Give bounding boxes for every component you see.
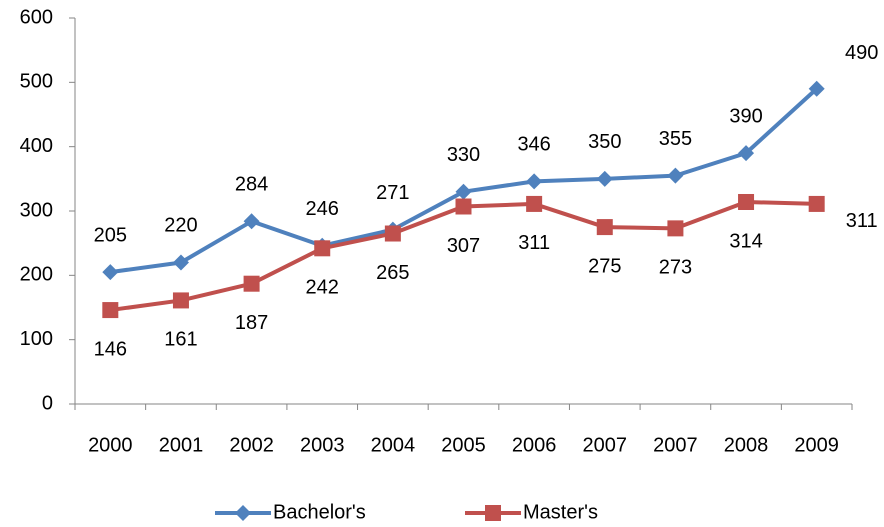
marker [526, 195, 543, 212]
y-tick-label: 400 [20, 135, 53, 157]
x-tick-label: 2000 [88, 434, 133, 456]
data-label: 355 [659, 128, 692, 150]
marker [314, 240, 331, 257]
data-label: 242 [306, 277, 339, 299]
marker [102, 264, 119, 281]
data-label: 265 [376, 262, 409, 284]
x-tick-label: 2007 [583, 434, 628, 456]
x-tick-label: 2007 [653, 434, 698, 456]
marker [596, 170, 613, 187]
data-label: 187 [235, 312, 268, 334]
x-tick-label: 2005 [441, 434, 486, 456]
marker [172, 292, 189, 309]
y-tick-label: 100 [20, 328, 53, 350]
marker [596, 219, 613, 236]
data-label: 390 [729, 105, 762, 127]
legend-label: Master's [523, 501, 598, 523]
x-tick-label: 2002 [229, 434, 274, 456]
data-label: 275 [588, 255, 621, 277]
marker [738, 193, 755, 210]
marker [455, 198, 472, 215]
data-label: 220 [164, 215, 197, 237]
data-label: 284 [235, 174, 268, 196]
marker [384, 225, 401, 242]
x-tick-label: 2009 [794, 434, 839, 456]
data-label: 246 [306, 198, 339, 220]
data-label: 314 [729, 230, 762, 252]
marker [526, 173, 543, 190]
x-tick-label: 2003 [300, 434, 345, 456]
legend-label: Bachelor's [273, 501, 366, 523]
x-tick-label: 2006 [512, 434, 557, 456]
y-tick-label: 200 [20, 264, 53, 286]
y-tick-label: 500 [20, 71, 53, 93]
y-tick-label: 300 [20, 199, 53, 221]
marker [808, 195, 825, 212]
data-label: 271 [376, 182, 409, 204]
data-label: 311 [846, 210, 878, 232]
data-label: 161 [164, 329, 197, 351]
marker [667, 220, 684, 237]
x-tick-label: 2001 [159, 434, 204, 456]
marker [102, 302, 119, 319]
x-tick-label: 2004 [371, 434, 416, 456]
data-label: 307 [447, 235, 480, 257]
marker [455, 183, 472, 200]
y-tick-label: 600 [20, 6, 53, 28]
x-tick-label: 2008 [724, 434, 769, 456]
data-label: 146 [94, 338, 127, 360]
data-label: 205 [94, 224, 127, 246]
data-label: 350 [588, 131, 621, 153]
marker [667, 167, 684, 184]
y-tick-label: 0 [42, 392, 53, 414]
legend-marker [485, 505, 501, 521]
data-label: 346 [517, 134, 550, 156]
data-label: 311 [518, 232, 550, 254]
data-label: 330 [447, 144, 480, 166]
marker [243, 213, 260, 230]
marker [808, 80, 825, 97]
data-label: 273 [659, 257, 692, 279]
marker [243, 275, 260, 292]
data-label: 490 [845, 42, 878, 64]
legend-marker [235, 505, 251, 521]
marker [172, 254, 189, 271]
marker [738, 145, 755, 162]
